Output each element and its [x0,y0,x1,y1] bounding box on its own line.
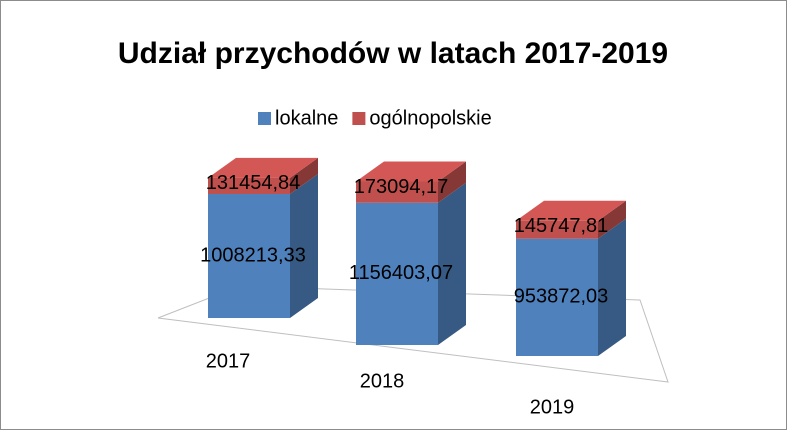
legend-swatch [352,112,366,125]
legend-swatch [258,112,271,125]
bar-side [290,173,318,318]
bar-side [598,200,626,239]
bar [356,181,438,203]
bar-top [516,200,626,221]
bar-top [208,157,318,178]
bar [208,193,290,318]
bar-top [356,161,466,182]
bar [208,177,290,194]
bar-side [290,157,318,194]
chart-title: Udział przychodów w latach 2017-2019 [118,37,668,70]
bar [516,238,598,356]
data-label: 173094,17 [354,176,449,198]
x-tick-label: 2018 [360,370,405,392]
legend-label: lokalne [275,107,338,129]
bar-side [438,182,466,345]
x-tick-label: 2017 [206,350,251,372]
data-label: 953872,03 [514,286,609,308]
legend-label: ogólnopolskie [369,107,491,129]
bar [356,202,438,345]
data-label: 131454,84 [206,172,301,194]
data-label: 1008213,33 [200,244,306,266]
bar [516,220,598,239]
data-label: 1156403,07 [349,262,453,284]
x-tick-label: 2019 [530,396,575,418]
bar-side [598,218,626,356]
data-label: 145747,81 [514,215,609,237]
bar-side [438,161,466,203]
